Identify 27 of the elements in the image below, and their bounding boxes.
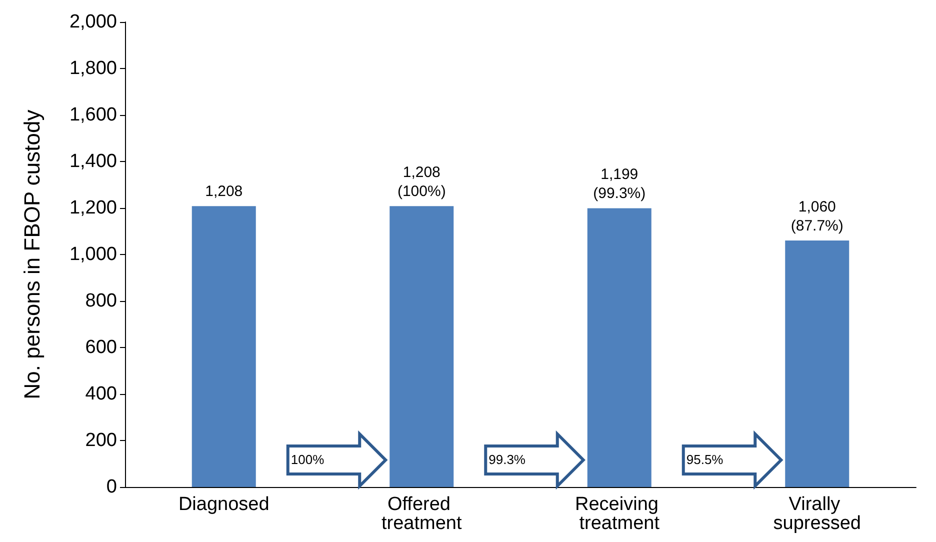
y-tick-label: 1,000 — [69, 244, 117, 265]
annotation: 99.3% — [488, 452, 526, 467]
y-axis-title: No. persons in FBOP custody — [20, 110, 44, 400]
y-tick-label: 200 — [85, 430, 117, 451]
y-tick-label: 1,200 — [69, 198, 117, 218]
y-tick-label: 600 — [85, 337, 117, 358]
data-label: 1,208 — [205, 183, 243, 200]
y-tick-label: 800 — [85, 290, 117, 312]
data-label: 1,060 (87.7%) — [790, 198, 844, 235]
bar — [192, 206, 256, 487]
bar — [785, 240, 850, 487]
y-tick-label: 400 — [85, 384, 117, 404]
annotation: 95.5% — [686, 452, 724, 467]
y-tick-label: 0 — [106, 476, 117, 498]
y-tick-label: 1,800 — [69, 58, 117, 79]
y-tick-label: 1,600 — [69, 104, 117, 126]
x-tick-label: Offered treatment — [381, 494, 462, 534]
data-label: 1,208 (100%) — [397, 164, 446, 200]
annotation: 100% — [290, 452, 324, 467]
y-tick-label: 1,400 — [69, 151, 117, 172]
bar — [587, 208, 652, 487]
y-tick-label: 2,000 — [69, 12, 117, 32]
x-tick-label: Diagnosed — [178, 494, 270, 515]
x-tick-label: Receiving treatment — [575, 494, 664, 534]
x-tick-label: Virally supressed — [773, 494, 861, 534]
bar — [390, 206, 454, 487]
data-label: 1,199 (99.3%) — [593, 166, 646, 202]
